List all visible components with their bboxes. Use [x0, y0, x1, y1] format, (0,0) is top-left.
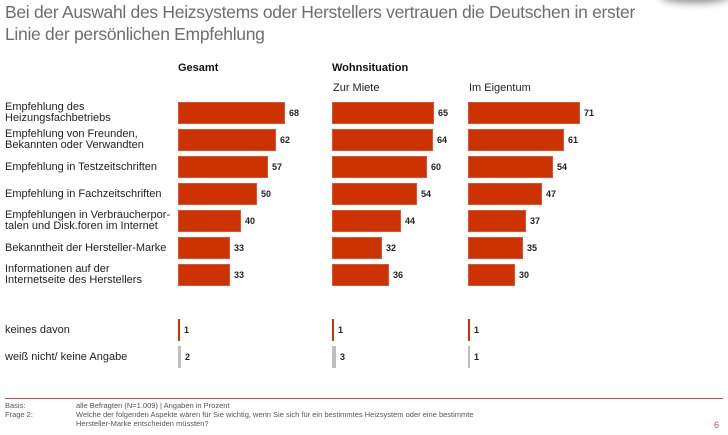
question-label: Frage 2: [5, 410, 33, 419]
data-label: 33 [234, 243, 245, 253]
category-label: weiß nicht/ keine Angabe [5, 350, 175, 363]
footer-divider [5, 398, 723, 399]
subheader-rent: Zur Miete [333, 82, 380, 94]
bar [468, 129, 564, 151]
bar [332, 183, 417, 205]
data-label: 54 [557, 162, 568, 172]
category-label: Empfehlung in Fachzeitschriften [5, 187, 175, 200]
data-label: 60 [431, 162, 442, 172]
category-label: Bekanntheit der Hersteller-Marke [5, 241, 175, 254]
bar [178, 183, 257, 205]
category-label-line: weiß nicht/ keine Angabe [5, 350, 128, 363]
data-label: 68 [289, 108, 300, 118]
data-label: 40 [245, 216, 256, 226]
data-label: 37 [530, 216, 541, 226]
data-label: 32 [386, 243, 397, 253]
category-label: Empfehlungen in Verbraucherpor-talen und… [5, 210, 175, 232]
data-label: 33 [234, 270, 245, 280]
category-label-line: Internetseite des Herstellers [5, 274, 142, 286]
data-label: 47 [546, 189, 557, 199]
data-label: 50 [261, 189, 272, 199]
data-label: 65 [438, 108, 449, 118]
category-label-line: Bekanntheit der Hersteller-Marke [5, 241, 167, 254]
data-label: 44 [405, 216, 416, 226]
bar [332, 237, 382, 259]
page-number: 6 [714, 420, 720, 430]
category-label-line: Bekannten oder Verwandten [5, 139, 144, 151]
bar [178, 210, 241, 232]
data-label: 2 [185, 352, 191, 362]
category-label: Empfehlung von Freunden, Bekannten oder V… [5, 129, 175, 151]
bar [332, 210, 401, 232]
bar [468, 156, 553, 178]
subheader-owner: Im Eigentum [469, 82, 531, 94]
data-label: 1 [184, 325, 190, 335]
data-label: 1 [474, 325, 480, 335]
category-label-line: Heizungsfachbetriebs [5, 112, 111, 124]
bar [332, 129, 433, 151]
category-label-line: talen und Disk.foren im Internet [5, 220, 158, 232]
data-label: 3 [340, 352, 346, 362]
category-label: keines davon [5, 323, 175, 336]
category-label-line: Informationen auf der [5, 263, 110, 275]
basis-label: Basis: [5, 401, 26, 410]
column-header-housing: Wohnsituation [332, 62, 409, 74]
data-label: 1 [338, 325, 344, 335]
category-label: Empfehlung des Heizungsfachbetriebs [5, 102, 175, 124]
bar [332, 264, 389, 286]
data-label: 1 [474, 352, 480, 362]
bar [468, 102, 580, 124]
basis-text: alle Befragten (N=1.009) | Angaben in Pr… [76, 401, 230, 410]
bar-none [332, 319, 334, 341]
data-label: 36 [393, 270, 404, 280]
data-label: 57 [272, 162, 283, 172]
column-header-total: Gesamt [178, 62, 219, 74]
data-label: 61 [568, 135, 579, 145]
bar [178, 102, 285, 124]
data-label: 62 [280, 135, 291, 145]
bar-dontknow [468, 346, 470, 368]
category-label: Empfehlung in Testzeitschriften [5, 160, 175, 173]
bar [332, 156, 427, 178]
bar-none [178, 319, 180, 341]
data-label: 64 [437, 135, 448, 145]
bar [178, 156, 268, 178]
category-label-line: Empfehlung des [5, 101, 85, 113]
bar [178, 129, 276, 151]
data-label: 35 [527, 243, 538, 253]
question-text-line2: Hersteller-Marke entscheiden müssten? [76, 419, 209, 428]
bar [468, 237, 523, 259]
data-label: 30 [519, 270, 530, 280]
category-label-line: Empfehlung in Fachzeitschriften [5, 187, 162, 200]
data-label: 54 [421, 189, 432, 199]
category-label-line: keines davon [5, 323, 70, 336]
bar [468, 264, 515, 286]
bar-none [468, 319, 470, 341]
category-label-line: Empfehlung in Testzeitschriften [5, 160, 158, 173]
bar [178, 237, 230, 259]
bar [332, 102, 434, 124]
bar-dontknow [178, 346, 181, 368]
category-label-line: Empfehlungen in Verbraucherpor- [5, 209, 171, 221]
category-label: Informationen auf der Internetseite des H… [5, 264, 175, 286]
question-text-line1: Welche der folgenden Aspekte wären für S… [76, 410, 474, 419]
bar [468, 183, 542, 205]
data-label: 71 [584, 108, 595, 118]
category-label-line: Empfehlung von Freunden, [5, 128, 138, 140]
bar [178, 264, 230, 286]
bar [468, 210, 526, 232]
bar-dontknow [332, 346, 336, 368]
page-title: Bei der Auswahl des Heizsystems oder Her… [5, 2, 636, 44]
